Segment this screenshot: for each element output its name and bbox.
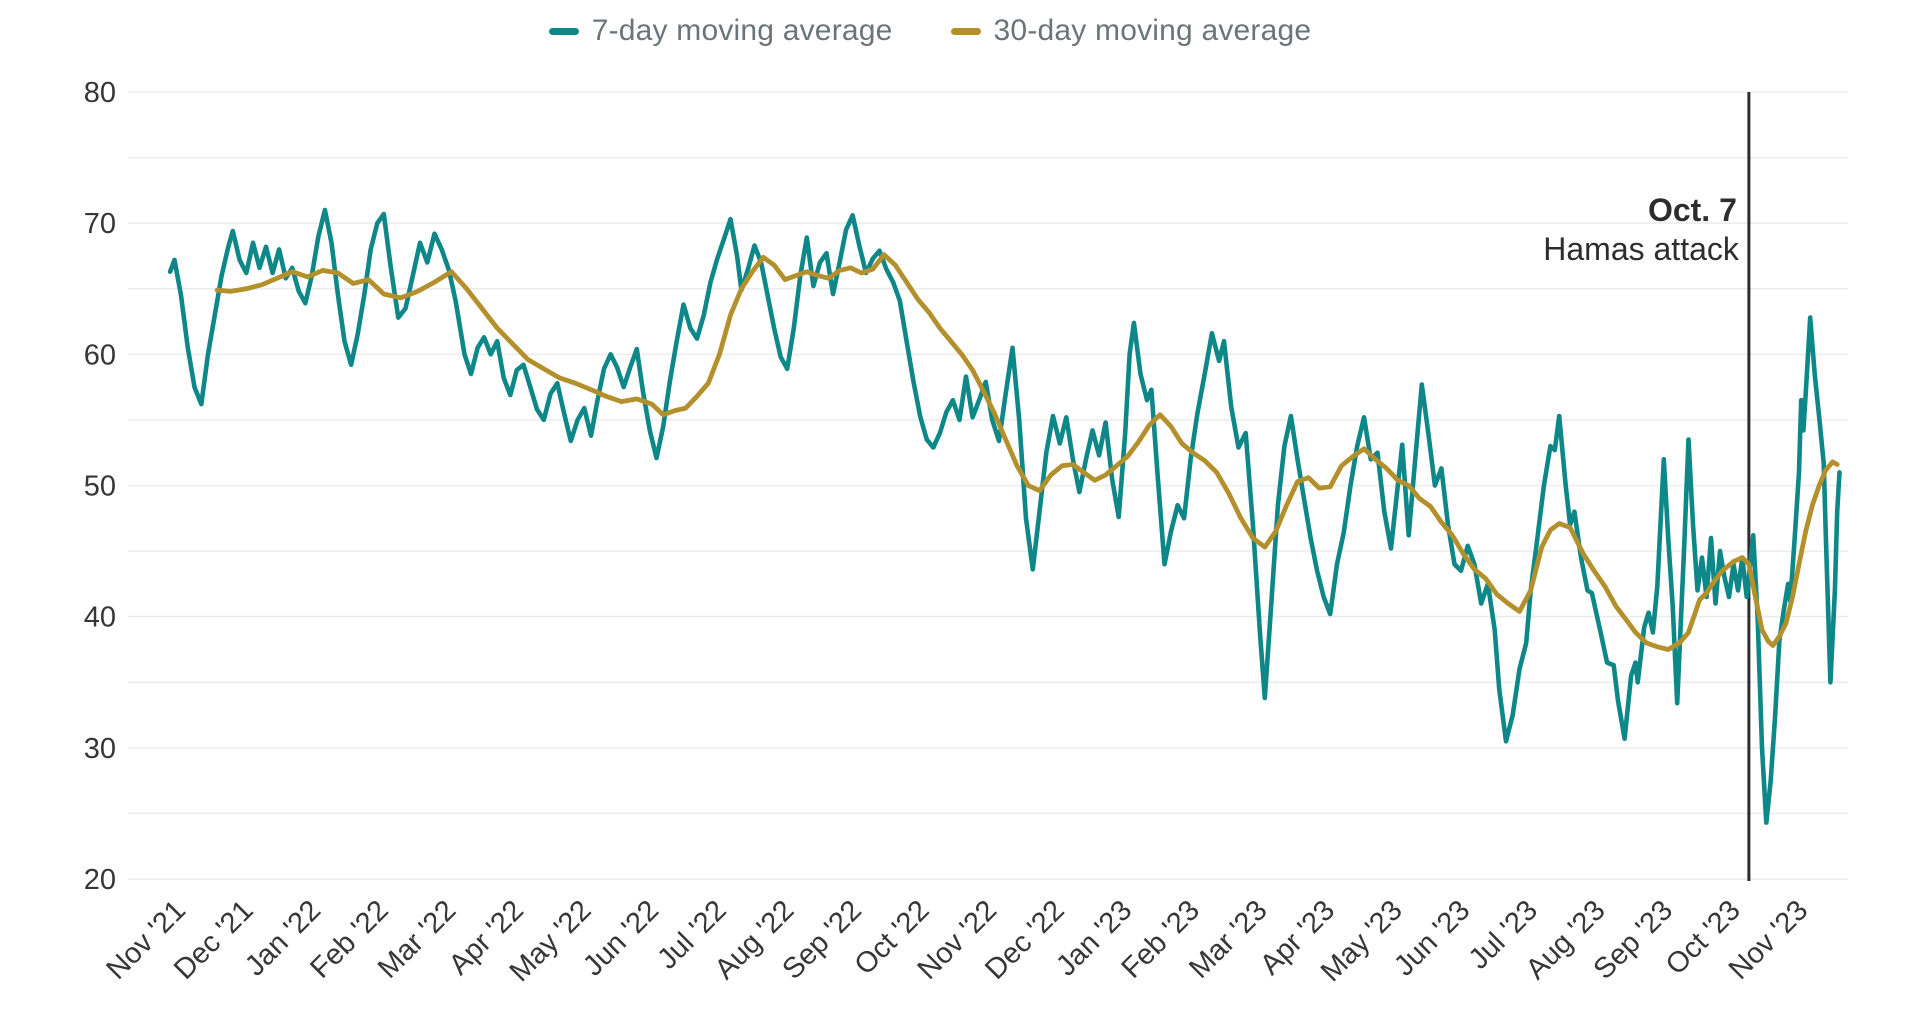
y-tick-label: 60 [84,339,116,371]
y-axis-labels: 20 30 40 50 60 70 80 [84,77,116,896]
y-tick-label: 50 [84,471,116,503]
x-tick-label: Jun '23 [1388,894,1476,982]
y-tick-label: 30 [84,733,116,765]
annotation-title: Oct. 7 [1648,192,1737,228]
legend-item-30day: 30-day moving average [950,14,1312,48]
series-line-30day-moving-average [214,252,1840,652]
legend-swatch-30day-icon [950,27,981,35]
legend-swatch-7day-icon [548,27,579,35]
legend-label-30day: 30-day moving average [993,14,1312,47]
y-tick-label: 40 [84,602,116,634]
gridlines [128,91,1848,880]
legend: 7-day moving average 30-day moving avera… [0,14,1890,48]
y-tick-label: 20 [84,864,116,896]
x-tick-label: Jun '22 [577,894,665,982]
legend-label-7day: 7-day moving average [591,14,893,47]
legend-item-7day: 7-day moving average [548,14,893,48]
series-line-7day-moving-average [167,207,1842,825]
y-tick-label: 70 [84,208,116,240]
y-tick-label: 80 [84,77,116,109]
annotation-subtitle: Hamas attack [1543,231,1740,267]
